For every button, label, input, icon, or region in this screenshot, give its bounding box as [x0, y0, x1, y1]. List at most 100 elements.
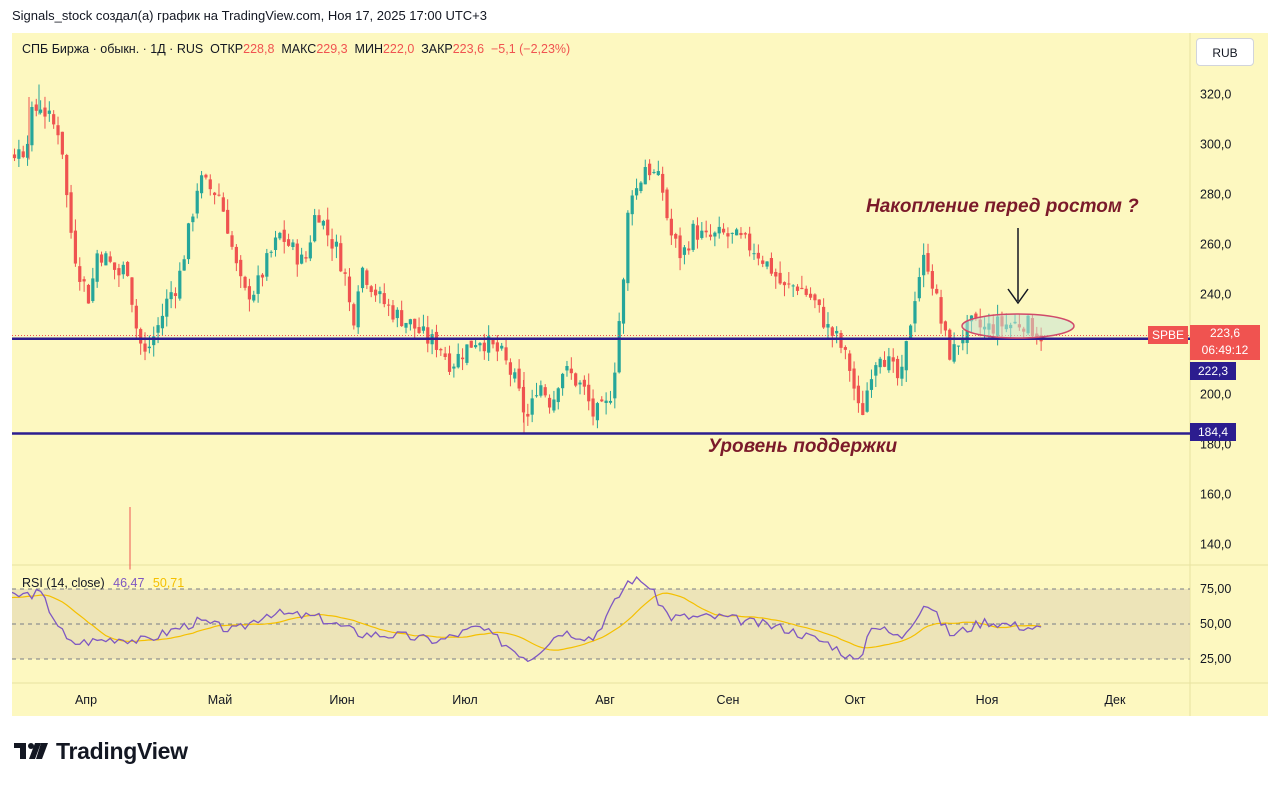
candle-body — [434, 331, 439, 350]
candle-body — [39, 109, 43, 113]
candle-body — [91, 278, 95, 302]
currency-button[interactable]: RUB — [1196, 38, 1254, 66]
candle-body — [143, 343, 147, 352]
candle-body — [273, 237, 278, 250]
candle-body — [704, 230, 708, 233]
candle-body — [900, 366, 904, 379]
candle-body — [208, 179, 212, 190]
time-tick-label: Июн — [329, 693, 354, 707]
candle-body — [439, 348, 443, 351]
price-chart-svg[interactable]: 320,0 300,0 280,0 260,0 240,0 200,0 180,0 160,0… — [12, 33, 1268, 716]
candle-body — [334, 241, 339, 247]
candle-body — [817, 299, 821, 306]
candle-body — [43, 107, 47, 117]
candle-body — [112, 262, 117, 270]
time-tick-label: Июл — [452, 693, 477, 707]
candle-body — [152, 336, 156, 346]
tradingview-brand[interactable]: TradingView — [14, 736, 188, 766]
candle-body — [634, 188, 639, 196]
candle-body — [547, 397, 552, 408]
candle-body — [543, 387, 547, 396]
candle-body — [617, 321, 621, 373]
candle-body — [587, 384, 591, 402]
candle-body — [326, 219, 330, 236]
level-tag-support: 184,4 — [1190, 423, 1236, 441]
candle-body — [213, 192, 217, 196]
candle-body — [578, 382, 582, 385]
time-tick-label: Авг — [595, 693, 615, 707]
candle-body — [874, 365, 878, 376]
candle-body — [234, 246, 238, 264]
candle-body — [169, 292, 173, 300]
candle-body — [356, 291, 360, 328]
time-tick-label: Сен — [717, 693, 740, 707]
candle-body — [717, 226, 721, 234]
candle-body — [199, 175, 204, 194]
candle-body — [848, 353, 852, 371]
candle-body — [774, 271, 778, 277]
candle-body — [943, 321, 948, 331]
candle-body — [665, 189, 669, 219]
candle-body — [839, 332, 843, 348]
price-tick-label: 180,0 — [1200, 438, 1231, 452]
candle-body — [713, 232, 717, 237]
candle-body — [508, 362, 513, 375]
candle-body — [313, 215, 317, 242]
candle-body — [708, 234, 713, 237]
candle-body — [469, 340, 473, 348]
symbol-title: СПБ Биржа · обыкн. · 1Д · RUS — [22, 42, 204, 56]
candle-body — [373, 289, 378, 296]
candle-body — [539, 385, 543, 396]
rsi-tick-label: 25,00 — [1200, 652, 1231, 666]
candle-body — [417, 327, 421, 333]
time-tick-label: Апр — [75, 693, 97, 707]
price-tick-label: 160,0 — [1200, 488, 1231, 502]
candle-body — [247, 286, 252, 300]
candle-body — [47, 110, 51, 114]
candle-body — [221, 197, 225, 212]
candle-body — [904, 341, 908, 371]
candle-body — [761, 260, 765, 264]
level-tag-upper: 222,3 — [1190, 362, 1236, 380]
candle-body — [369, 286, 373, 293]
candle-body — [195, 190, 199, 214]
candle-body — [843, 347, 847, 350]
arrow-head-icon — [1007, 288, 1029, 305]
close-label: ЗАКР — [421, 42, 453, 56]
candle-body — [260, 274, 265, 278]
candle-body — [561, 373, 565, 389]
candle-body — [974, 313, 978, 318]
candle-body — [534, 395, 539, 397]
candle-body — [926, 253, 930, 272]
candle-body — [217, 194, 221, 196]
candle-body — [400, 310, 404, 327]
candle-body — [474, 345, 478, 348]
candle-body — [165, 298, 169, 317]
price-tick-label: 200,0 — [1200, 388, 1231, 402]
candle-body — [304, 257, 308, 259]
high-label: МАКС — [281, 42, 317, 56]
candle-body — [282, 229, 286, 242]
candle-body — [156, 325, 160, 333]
candle-body — [256, 275, 260, 294]
candle-body — [226, 209, 230, 234]
chart-panel[interactable]: 320,0 300,0 280,0 260,0 240,0 200,0 180,0 160,0… — [12, 33, 1268, 716]
change-value: −5,1 (−2,23%) — [490, 42, 571, 56]
candle-body — [935, 288, 939, 294]
symbol-legend: СПБ Биржа · обыкн. · 1Д · RUS ОТКР228,8 … — [22, 42, 570, 56]
time-tick-label: Окт — [844, 693, 865, 707]
candle-body — [808, 293, 813, 298]
candle-body — [12, 154, 17, 159]
candle-body — [478, 343, 482, 346]
candle-body — [243, 276, 247, 288]
candle-body — [117, 268, 121, 276]
candle-body — [661, 173, 665, 193]
price-tick-label: 300,0 — [1200, 138, 1231, 152]
candle-body — [930, 271, 934, 289]
candle-body — [826, 324, 830, 328]
symbol-price-tag: SPBE — [1148, 326, 1188, 344]
time-tick-label: Дек — [1105, 693, 1126, 707]
candle-body — [791, 285, 795, 287]
candle-body — [695, 225, 700, 240]
candle-body — [687, 248, 691, 251]
